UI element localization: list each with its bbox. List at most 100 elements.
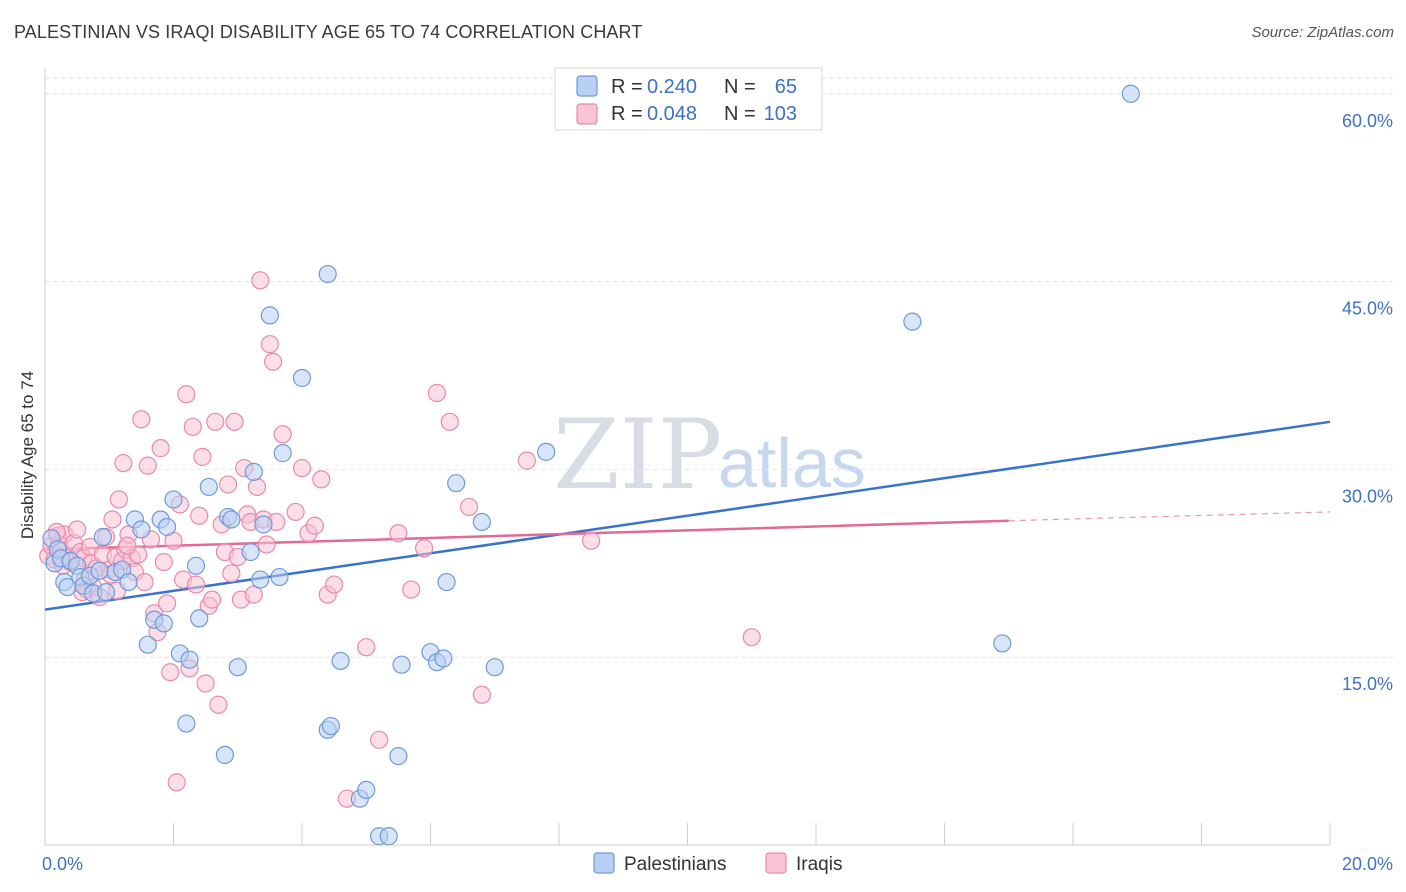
palestinian-point-20 <box>138 635 157 654</box>
palestinian-point-37 <box>244 462 263 481</box>
palestinian-point-51 <box>379 827 398 846</box>
palestinian-point-28 <box>180 650 199 669</box>
iraqi-point-56 <box>196 674 215 693</box>
palestinian-point-38 <box>251 570 270 589</box>
series-legend-label-palestinians: Palestinians <box>624 854 726 875</box>
legend-swatch-palestinians <box>576 75 598 97</box>
series-legend: Palestinians Iraqis <box>593 852 842 875</box>
iraqi-point-37 <box>135 572 154 592</box>
iraqi-point-44 <box>157 594 177 613</box>
legend-r-value-palestinians: 0.240 <box>647 76 697 98</box>
y-tick-label-3: 60.0% <box>1342 111 1393 131</box>
palestinian-point-17 <box>119 572 138 592</box>
watermark-atlas: atlas <box>718 424 866 502</box>
iraqi-point-60 <box>209 695 228 714</box>
iraqi-point-91 <box>402 580 421 599</box>
iraqi-point-58 <box>202 590 222 609</box>
iraqi-point-59 <box>206 412 225 431</box>
palestinian-point-59 <box>472 512 491 532</box>
palestinian-point-41 <box>270 567 289 587</box>
palestinian-point-35 <box>228 658 247 677</box>
palestinian-point-31 <box>199 477 218 497</box>
palestinian-point-64 <box>1121 84 1140 103</box>
iraqi-point-93 <box>427 383 447 403</box>
y-axis-title: Disability Age 65 to 74 <box>18 371 37 539</box>
series-legend-swatch-palestinians <box>593 852 615 874</box>
palestinian-point-34 <box>222 510 241 529</box>
y-tick-label-0: 15.0% <box>1342 674 1393 694</box>
y-tick-label-1: 30.0% <box>1342 486 1393 506</box>
palestinian-point-40 <box>260 306 279 325</box>
x-tick-label-1: 20.0% <box>1342 854 1393 874</box>
x-tick-label-0: 0.0% <box>42 854 83 874</box>
palestinian-point-53 <box>392 655 411 674</box>
iraqi-point-102 <box>118 536 137 555</box>
palestinian-point-23 <box>154 614 173 633</box>
palestinian-point-29 <box>186 556 206 575</box>
iraqi-point-72 <box>247 477 267 497</box>
iraqi-point-94 <box>440 412 459 431</box>
palestinian-point-45 <box>321 716 341 736</box>
iraqi-point-73 <box>251 271 270 290</box>
chart-title: PALESTINIAN VS IRAQI DISABILITY AGE 65 T… <box>14 22 643 42</box>
iraqi-point-86 <box>325 575 344 594</box>
legend-n-value-palestinians: 65 <box>775 76 797 98</box>
iraqi-point-84 <box>312 470 331 489</box>
palestinian-point-43 <box>292 368 312 388</box>
tick-labels: 15.0% 30.0% 45.0% 60.0% 0.0% 20.0% <box>42 111 1393 874</box>
palestinian-point-13 <box>93 527 112 547</box>
iraqi-point-65 <box>225 412 244 431</box>
iraqi-trend-extension <box>1008 511 1331 522</box>
palestinian-point-57 <box>437 572 456 592</box>
palestinian-point-46 <box>318 264 337 284</box>
iraqi-point-25 <box>103 510 122 529</box>
legend-n-value-iraqis: 103 <box>764 103 797 125</box>
data-points <box>39 84 1140 846</box>
palestinian-point-36 <box>241 542 260 562</box>
palestinian-point-39 <box>254 515 273 534</box>
palestinian-point-12 <box>90 561 109 580</box>
palestinian-point-42 <box>273 444 292 463</box>
iraqi-point-63 <box>219 475 238 494</box>
legend-r-value-iraqis: 0.048 <box>647 103 697 125</box>
palestinian-point-49 <box>357 780 376 800</box>
iraqi-point-11 <box>68 520 87 539</box>
iraqi-trend-line <box>44 519 1009 551</box>
palestinian-point-30 <box>190 609 209 628</box>
series-legend-label-iraqis: Iraqis <box>796 854 842 875</box>
palestinian-point-62 <box>903 312 922 331</box>
iraqi-point-30 <box>114 454 133 473</box>
iraqi-point-95 <box>459 497 479 517</box>
palestinian-point-24 <box>157 517 177 537</box>
iraqi-point-64 <box>222 564 241 583</box>
iraqi-point-88 <box>357 638 376 657</box>
iraqi-point-38 <box>138 456 157 475</box>
palestinian-point-25 <box>164 490 183 509</box>
iraqi-point-83 <box>305 516 324 535</box>
palestinian-point-27 <box>177 714 196 733</box>
palestinian-point-61 <box>537 442 556 461</box>
palestinian-point-47 <box>331 651 350 671</box>
iraqi-point-90 <box>389 524 408 543</box>
watermark-zip: ZIP <box>553 399 722 511</box>
iraqi-point-98 <box>582 531 601 550</box>
iraqi-point-97 <box>517 451 536 470</box>
legend-r-label-palestinians: R = <box>611 76 643 98</box>
iraqi-point-77 <box>263 352 283 371</box>
palestinian-point-56 <box>434 649 453 668</box>
palestinian-point-63 <box>993 634 1012 653</box>
palestinian-point-14 <box>96 582 116 602</box>
grid-lines <box>45 77 1395 658</box>
y-tick-label-2: 45.0% <box>1342 299 1393 319</box>
source-credit: Source: ZipAtlas.com <box>1251 24 1394 41</box>
palestinian-point-58 <box>447 474 466 493</box>
palestinian-point-19 <box>132 520 151 539</box>
legend-box <box>554 67 823 131</box>
iraqi-point-89 <box>370 730 389 749</box>
iraqi-point-47 <box>167 773 186 792</box>
iraqi-point-54 <box>190 506 209 525</box>
iraqi-point-81 <box>292 459 312 478</box>
iraqi-point-52 <box>183 417 202 436</box>
palestinian-point-60 <box>485 658 504 677</box>
iraqi-point-92 <box>414 539 434 558</box>
